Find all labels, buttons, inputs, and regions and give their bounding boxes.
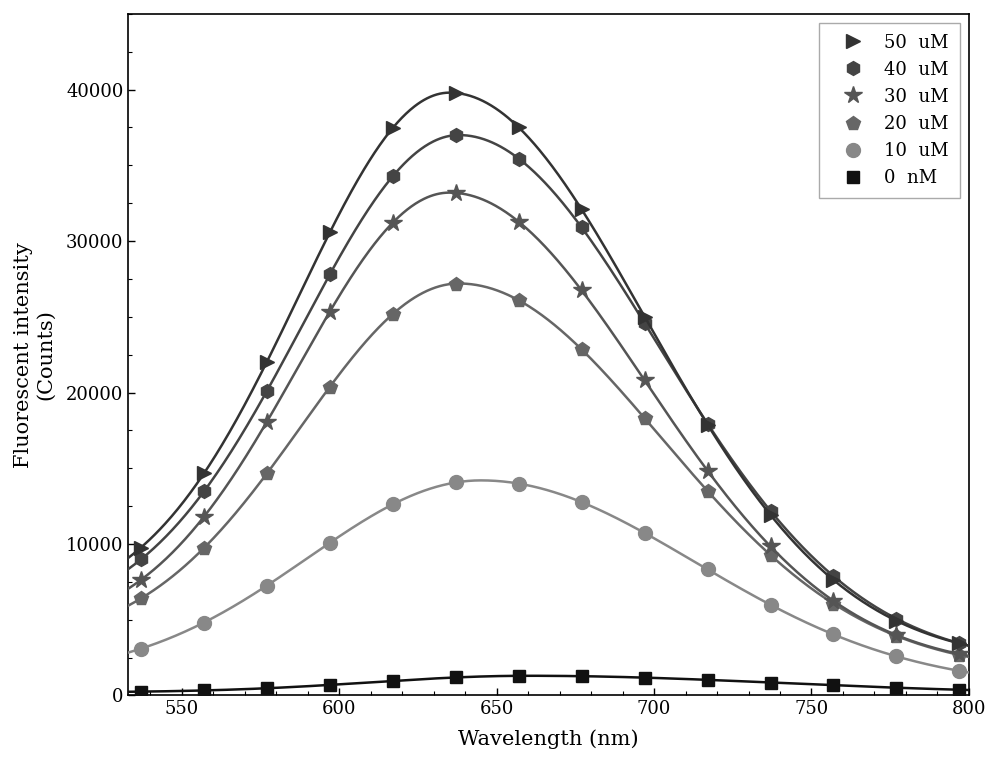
40  uM <box>324 270 336 279</box>
50  uM <box>324 228 336 237</box>
10  uM <box>198 618 210 627</box>
0  nM <box>765 678 777 687</box>
20  uM <box>198 543 210 552</box>
0  nM <box>702 675 714 684</box>
10  uM <box>890 652 902 661</box>
50  uM <box>198 468 210 478</box>
30  uM <box>450 188 462 198</box>
10  uM <box>450 478 462 487</box>
40  uM <box>198 487 210 496</box>
20  uM <box>890 631 902 640</box>
0  nM <box>576 671 588 681</box>
40  uM <box>827 571 839 581</box>
40  uM <box>261 387 273 396</box>
10  uM <box>324 538 336 547</box>
30  uM <box>576 286 588 295</box>
20  uM <box>135 594 147 603</box>
30  uM <box>324 307 336 316</box>
50  uM <box>387 124 399 133</box>
0  nM <box>513 671 525 681</box>
0  nM <box>953 685 965 694</box>
10  uM <box>261 581 273 591</box>
50  uM <box>135 543 147 552</box>
Line: 40  uM: 40 uM <box>134 128 966 650</box>
Line: 50  uM: 50 uM <box>134 86 966 650</box>
0  nM <box>827 681 839 690</box>
50  uM <box>827 575 839 584</box>
0  nM <box>387 676 399 685</box>
20  uM <box>702 487 714 496</box>
30  uM <box>639 375 651 385</box>
20  uM <box>953 650 965 659</box>
30  uM <box>135 575 147 584</box>
0  nM <box>135 687 147 696</box>
30  uM <box>387 218 399 227</box>
20  uM <box>827 599 839 608</box>
30  uM <box>198 512 210 521</box>
20  uM <box>324 382 336 391</box>
0  nM <box>261 684 273 693</box>
X-axis label: Wavelength (nm): Wavelength (nm) <box>458 729 639 749</box>
20  uM <box>765 551 777 560</box>
10  uM <box>135 644 147 653</box>
40  uM <box>387 172 399 181</box>
10  uM <box>702 565 714 574</box>
0  nM <box>324 681 336 690</box>
30  uM <box>827 597 839 606</box>
50  uM <box>890 617 902 626</box>
50  uM <box>450 89 462 98</box>
10  uM <box>513 479 525 488</box>
40  uM <box>576 223 588 232</box>
10  uM <box>827 630 839 639</box>
40  uM <box>953 639 965 648</box>
50  uM <box>261 357 273 366</box>
0  nM <box>639 673 651 682</box>
50  uM <box>639 312 651 321</box>
40  uM <box>135 555 147 564</box>
30  uM <box>765 542 777 551</box>
10  uM <box>765 600 777 610</box>
50  uM <box>513 123 525 132</box>
20  uM <box>261 469 273 478</box>
10  uM <box>387 500 399 509</box>
20  uM <box>639 414 651 423</box>
50  uM <box>765 510 777 520</box>
Line: 30  uM: 30 uM <box>132 184 968 663</box>
20  uM <box>450 279 462 288</box>
0  nM <box>450 673 462 682</box>
50  uM <box>953 639 965 648</box>
10  uM <box>639 529 651 538</box>
30  uM <box>513 217 525 227</box>
Legend: 50  uM, 40  uM, 30  uM, 20  uM, 10  uM, 0  nM: 50 uM, 40 uM, 30 uM, 20 uM, 10 uM, 0 nM <box>819 23 960 198</box>
40  uM <box>513 154 525 163</box>
0  nM <box>890 683 902 692</box>
Y-axis label: Fluorescent intensity
(Counts): Fluorescent intensity (Counts) <box>14 242 55 468</box>
40  uM <box>450 130 462 140</box>
50  uM <box>702 420 714 430</box>
Line: 0  nM: 0 nM <box>135 670 965 697</box>
20  uM <box>387 310 399 319</box>
30  uM <box>953 649 965 658</box>
30  uM <box>890 630 902 639</box>
40  uM <box>702 419 714 428</box>
30  uM <box>702 466 714 475</box>
0  nM <box>198 686 210 695</box>
20  uM <box>513 296 525 305</box>
Line: 10  uM: 10 uM <box>134 475 966 678</box>
Line: 20  uM: 20 uM <box>134 277 966 662</box>
10  uM <box>953 666 965 675</box>
50  uM <box>576 204 588 214</box>
40  uM <box>765 507 777 516</box>
40  uM <box>639 319 651 328</box>
40  uM <box>890 614 902 623</box>
20  uM <box>576 345 588 354</box>
30  uM <box>261 417 273 427</box>
10  uM <box>576 497 588 507</box>
